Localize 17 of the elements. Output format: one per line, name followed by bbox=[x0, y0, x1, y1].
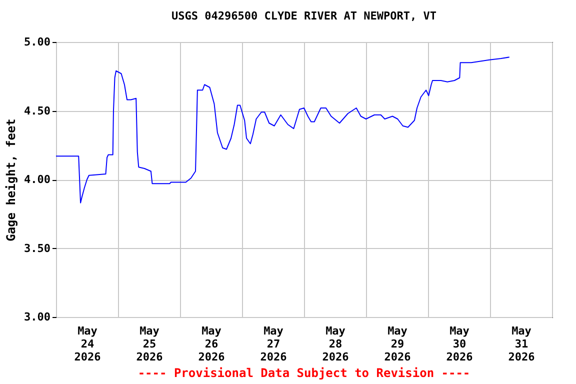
x-tick-label: May 27 2026 bbox=[260, 324, 288, 364]
x-tick-label: May 28 2026 bbox=[322, 324, 350, 364]
chart-title: USGS 04296500 CLYDE RIVER AT NEWPORT, VT bbox=[172, 10, 437, 22]
x-tick-label: May 26 2026 bbox=[198, 324, 226, 364]
y-tick-label: 3.50 bbox=[24, 242, 50, 255]
line-series bbox=[56, 56, 510, 204]
y-tick-label: 3.00 bbox=[24, 310, 50, 324]
y-tick-label: 4.00 bbox=[24, 173, 50, 186]
x-tick-label: May 24 2026 bbox=[74, 324, 102, 364]
text: ---- Provisional Data Subject to Revision ---- bbox=[138, 366, 470, 380]
x-tick-label: May 31 2026 bbox=[508, 324, 536, 364]
y-tick-label: 4.50 bbox=[24, 104, 50, 118]
x-tick-label: May 25 2026 bbox=[136, 324, 164, 364]
y-axis-title: Gage height, feet bbox=[4, 118, 18, 242]
x-tick-label: May 29 2026 bbox=[384, 324, 412, 364]
x-tick-label: May 30 2026 bbox=[446, 324, 474, 364]
y-tick-label: 5.00 bbox=[24, 36, 50, 48]
